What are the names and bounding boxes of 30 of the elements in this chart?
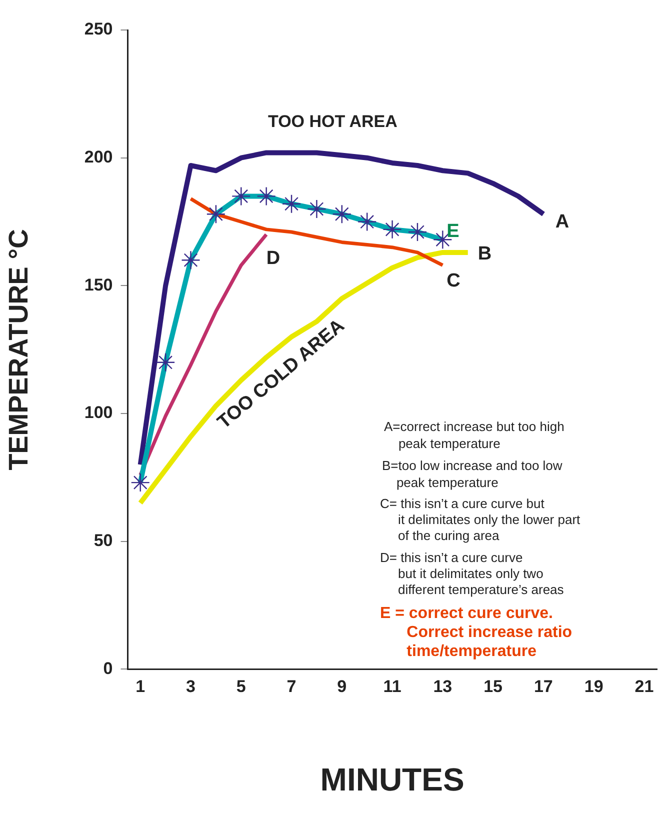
annotation: E = correct cure curve. Correct increase ratio time/temperature	[380, 604, 572, 661]
y-tick-label: 0	[103, 658, 113, 678]
x-axis-title: MINUTES	[320, 762, 464, 798]
y-axis-title: TEMPERATURE °C	[4, 228, 34, 470]
x-tick-label: 15	[484, 677, 503, 696]
x-tick-label: 13	[433, 677, 452, 696]
annotation: B=too low increase and too low peak temperature	[382, 457, 562, 491]
x-tick-label: 17	[534, 677, 553, 696]
x-tick-label: 3	[186, 677, 196, 696]
x-tick-label: 7	[286, 677, 296, 696]
annotation: C= this isn’t a cure curve but it delimitates only the lower part of the curing area	[380, 496, 580, 544]
y-tick-label: 100	[84, 403, 113, 422]
y-tick-label: 200	[84, 148, 113, 167]
x-tick-label: 21	[634, 677, 654, 696]
annotation: D= this isn’t a cure curve but it delimitates only two different temperature’s areas	[380, 550, 564, 598]
y-tick-label: 250	[84, 20, 113, 39]
y-tick-label: 50	[94, 531, 113, 550]
y-tick-label: 150	[84, 275, 113, 294]
annotation: A=correct increase but too high peak temperature	[384, 418, 564, 452]
x-tick-label: 5	[236, 677, 246, 696]
x-tick-label: 9	[337, 677, 347, 696]
series-label: E	[446, 220, 460, 242]
series-label: B	[478, 244, 492, 265]
x-tick-label: 1	[136, 677, 146, 696]
x-tick-label: 19	[584, 677, 604, 696]
series-label: C	[446, 270, 461, 292]
series-label: A	[555, 211, 570, 232]
x-tick-label: 11	[383, 677, 402, 696]
annotation: TOO HOT AREA	[268, 112, 398, 132]
series-label: D	[266, 248, 280, 269]
